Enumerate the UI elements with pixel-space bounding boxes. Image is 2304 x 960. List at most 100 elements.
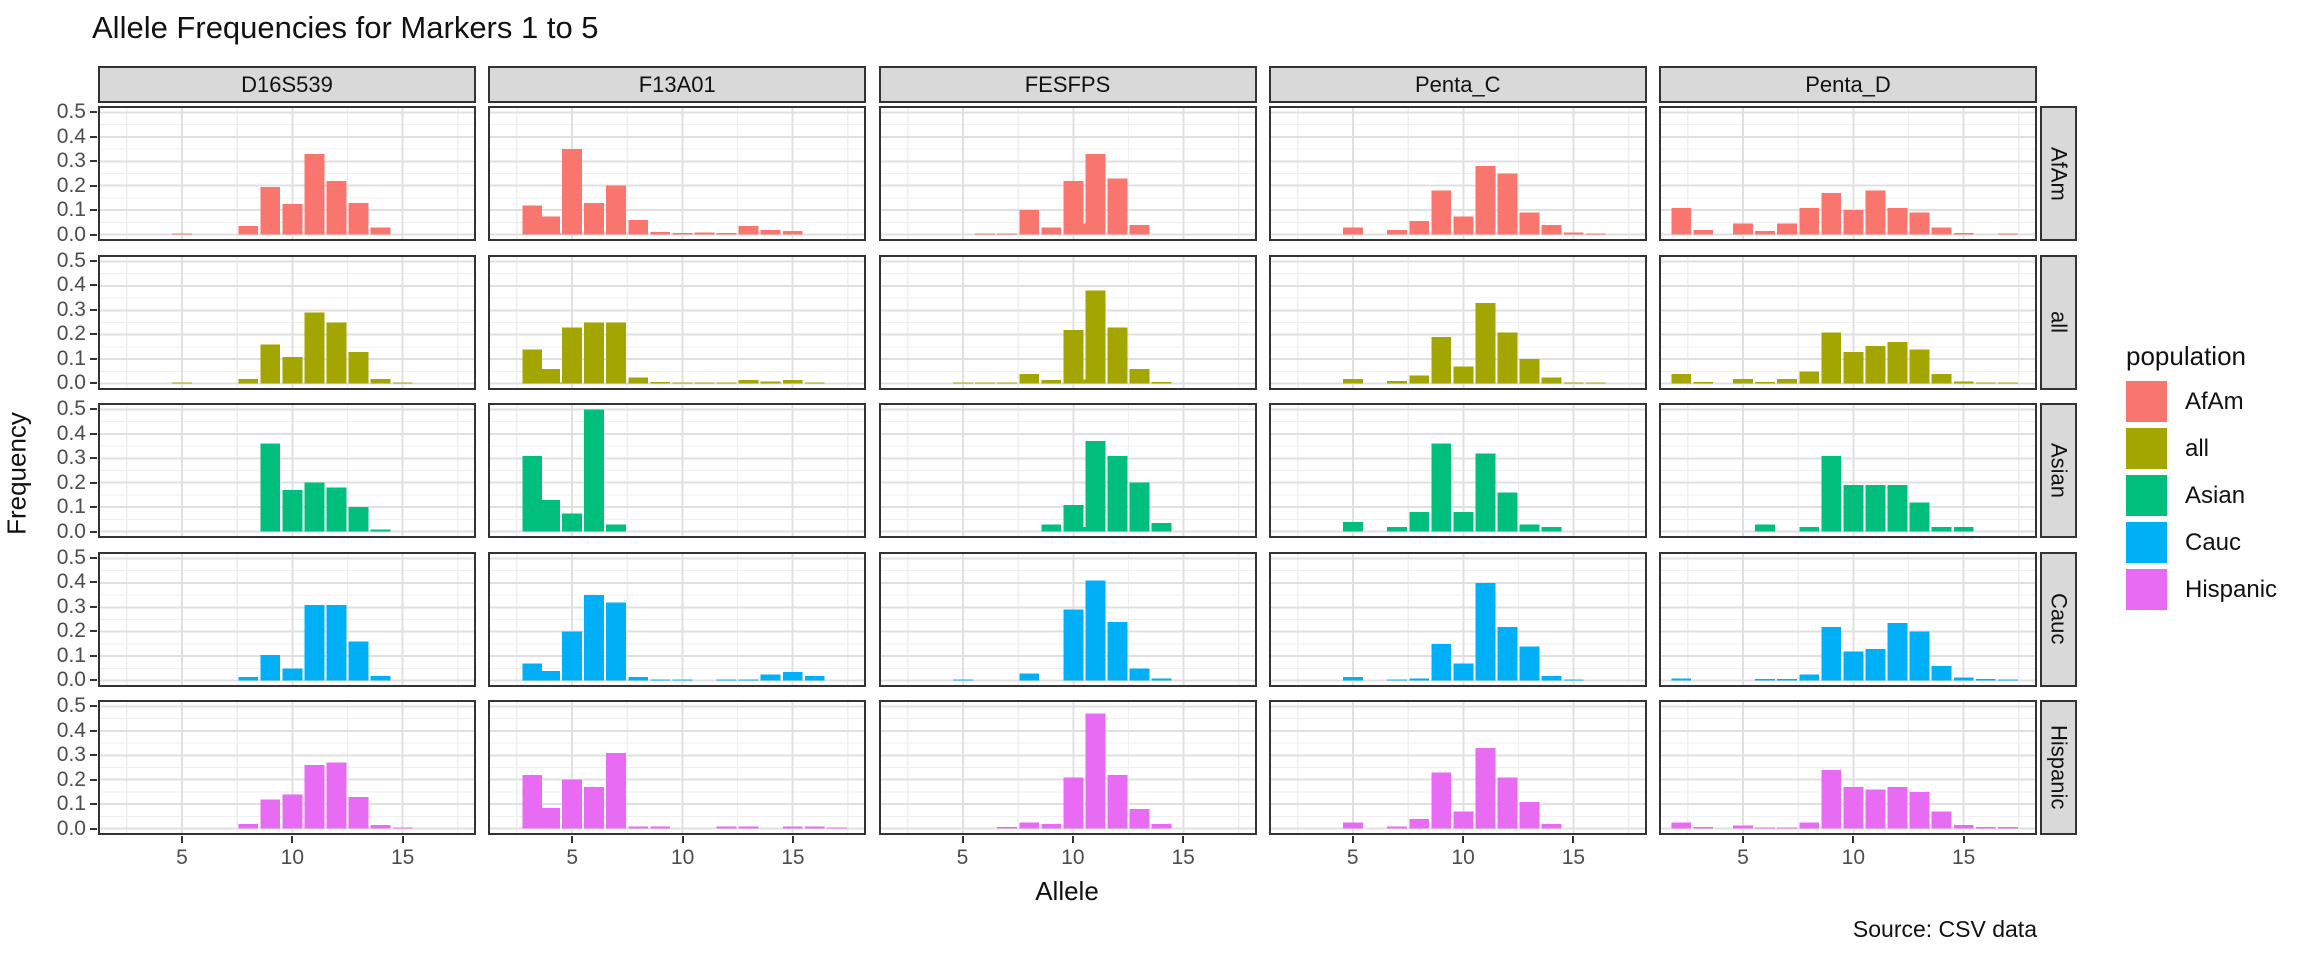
y-tick-label: 0.5 [56, 397, 86, 421]
x-tick [181, 836, 183, 843]
bar [1843, 485, 1864, 532]
legend-swatch-AfAm [2126, 381, 2167, 422]
bar [1431, 643, 1451, 681]
bar [738, 226, 759, 235]
bar [1693, 827, 1714, 829]
bar [584, 322, 605, 384]
bar [1541, 823, 1562, 829]
panel-svg-Penta_D-Asian [1661, 405, 2035, 536]
bar [172, 233, 192, 235]
y-tick-label: 0.2 [56, 619, 86, 643]
panel-svg-F13A01-all [490, 256, 865, 388]
bar [1129, 368, 1149, 384]
bar [1799, 526, 1820, 532]
x-tick-label: 15 [1561, 846, 1586, 869]
y-tick-label: 0.4 [56, 273, 86, 297]
caption: Source: CSV data [1852, 916, 2037, 942]
bar [348, 202, 369, 235]
y-tick [90, 530, 97, 533]
y-tick [90, 408, 97, 411]
bar [562, 631, 583, 681]
bar [1887, 207, 1908, 235]
bar [1129, 482, 1149, 532]
bar [1519, 645, 1540, 681]
bar [1843, 210, 1864, 235]
panel-D16S539-Cauc [98, 551, 476, 687]
x-tick-label: 5 [176, 846, 188, 869]
bar [672, 233, 693, 235]
bar [650, 381, 671, 384]
panel-svg-Penta_C-Hispanic [1270, 702, 1645, 833]
bar [1475, 747, 1496, 829]
bar [628, 377, 649, 384]
y-tick-label: 0.2 [56, 322, 86, 346]
y-tick-label: 0.3 [56, 594, 86, 618]
bar [260, 799, 281, 829]
bar [304, 765, 325, 829]
bar [370, 529, 391, 532]
bar [1671, 822, 1692, 829]
bar [1062, 504, 1083, 532]
bar [1563, 382, 1584, 384]
bar [1585, 382, 1606, 384]
panel-Penta_D-all [1659, 254, 2037, 390]
bar [326, 487, 347, 532]
bar [1799, 674, 1820, 681]
bar [1107, 326, 1127, 384]
panel-svg-D16S539-all [100, 256, 474, 388]
panel-D16S539-Hispanic [98, 700, 476, 835]
legend-label-Cauc: Cauc [2185, 528, 2242, 556]
bar [370, 825, 391, 829]
x-tick-label: 10 [1841, 846, 1866, 869]
bar [562, 513, 583, 532]
bar [1151, 523, 1172, 532]
x-tick-label: 10 [1451, 846, 1475, 869]
x-tick-label: 10 [670, 846, 695, 869]
bar [1386, 380, 1407, 384]
bar [1062, 329, 1083, 384]
bar [1062, 777, 1083, 829]
x-tick [1852, 836, 1855, 843]
bar [304, 482, 325, 532]
y-tick [90, 209, 97, 212]
bar [1585, 233, 1606, 235]
x-tick-label: 15 [391, 846, 415, 869]
bar [1519, 212, 1540, 235]
x-tick [1572, 836, 1575, 843]
bar [952, 679, 973, 681]
bar [326, 762, 347, 829]
bar [952, 382, 973, 384]
bar [540, 807, 561, 829]
bar [672, 679, 693, 681]
legend: population AfAm all Asian Cauc Hispanic [2126, 341, 2304, 631]
bar [1997, 679, 2018, 681]
bar [1342, 822, 1363, 829]
panel-FESFPS-Hispanic [878, 700, 1257, 835]
y-tick [90, 357, 97, 360]
bar [1040, 823, 1061, 829]
bar [628, 826, 649, 829]
bar [1821, 193, 1842, 235]
y-tick [90, 803, 97, 806]
bar [1018, 373, 1039, 384]
panel-Penta_D-Asian [1659, 403, 2037, 538]
bar [238, 226, 259, 235]
column-strip-FESFPS: FESFPS [878, 66, 1257, 103]
bar [1997, 382, 2018, 384]
legend-label-Hispanic: Hispanic [2185, 575, 2278, 603]
bar [1107, 178, 1127, 235]
bar [1342, 378, 1363, 384]
bar [1475, 582, 1496, 681]
legend-item-Cauc: Cauc [2126, 522, 2304, 563]
bar [584, 202, 605, 235]
bar [1733, 378, 1753, 384]
y-tick-label: 0.1 [56, 792, 86, 816]
bar [522, 205, 543, 235]
bar [1671, 373, 1692, 384]
bar [1475, 453, 1496, 532]
x-tick [961, 836, 964, 843]
y-tick-label: 0.1 [56, 198, 86, 222]
bar [1129, 809, 1149, 829]
bar [760, 380, 781, 384]
bar [1085, 579, 1105, 681]
